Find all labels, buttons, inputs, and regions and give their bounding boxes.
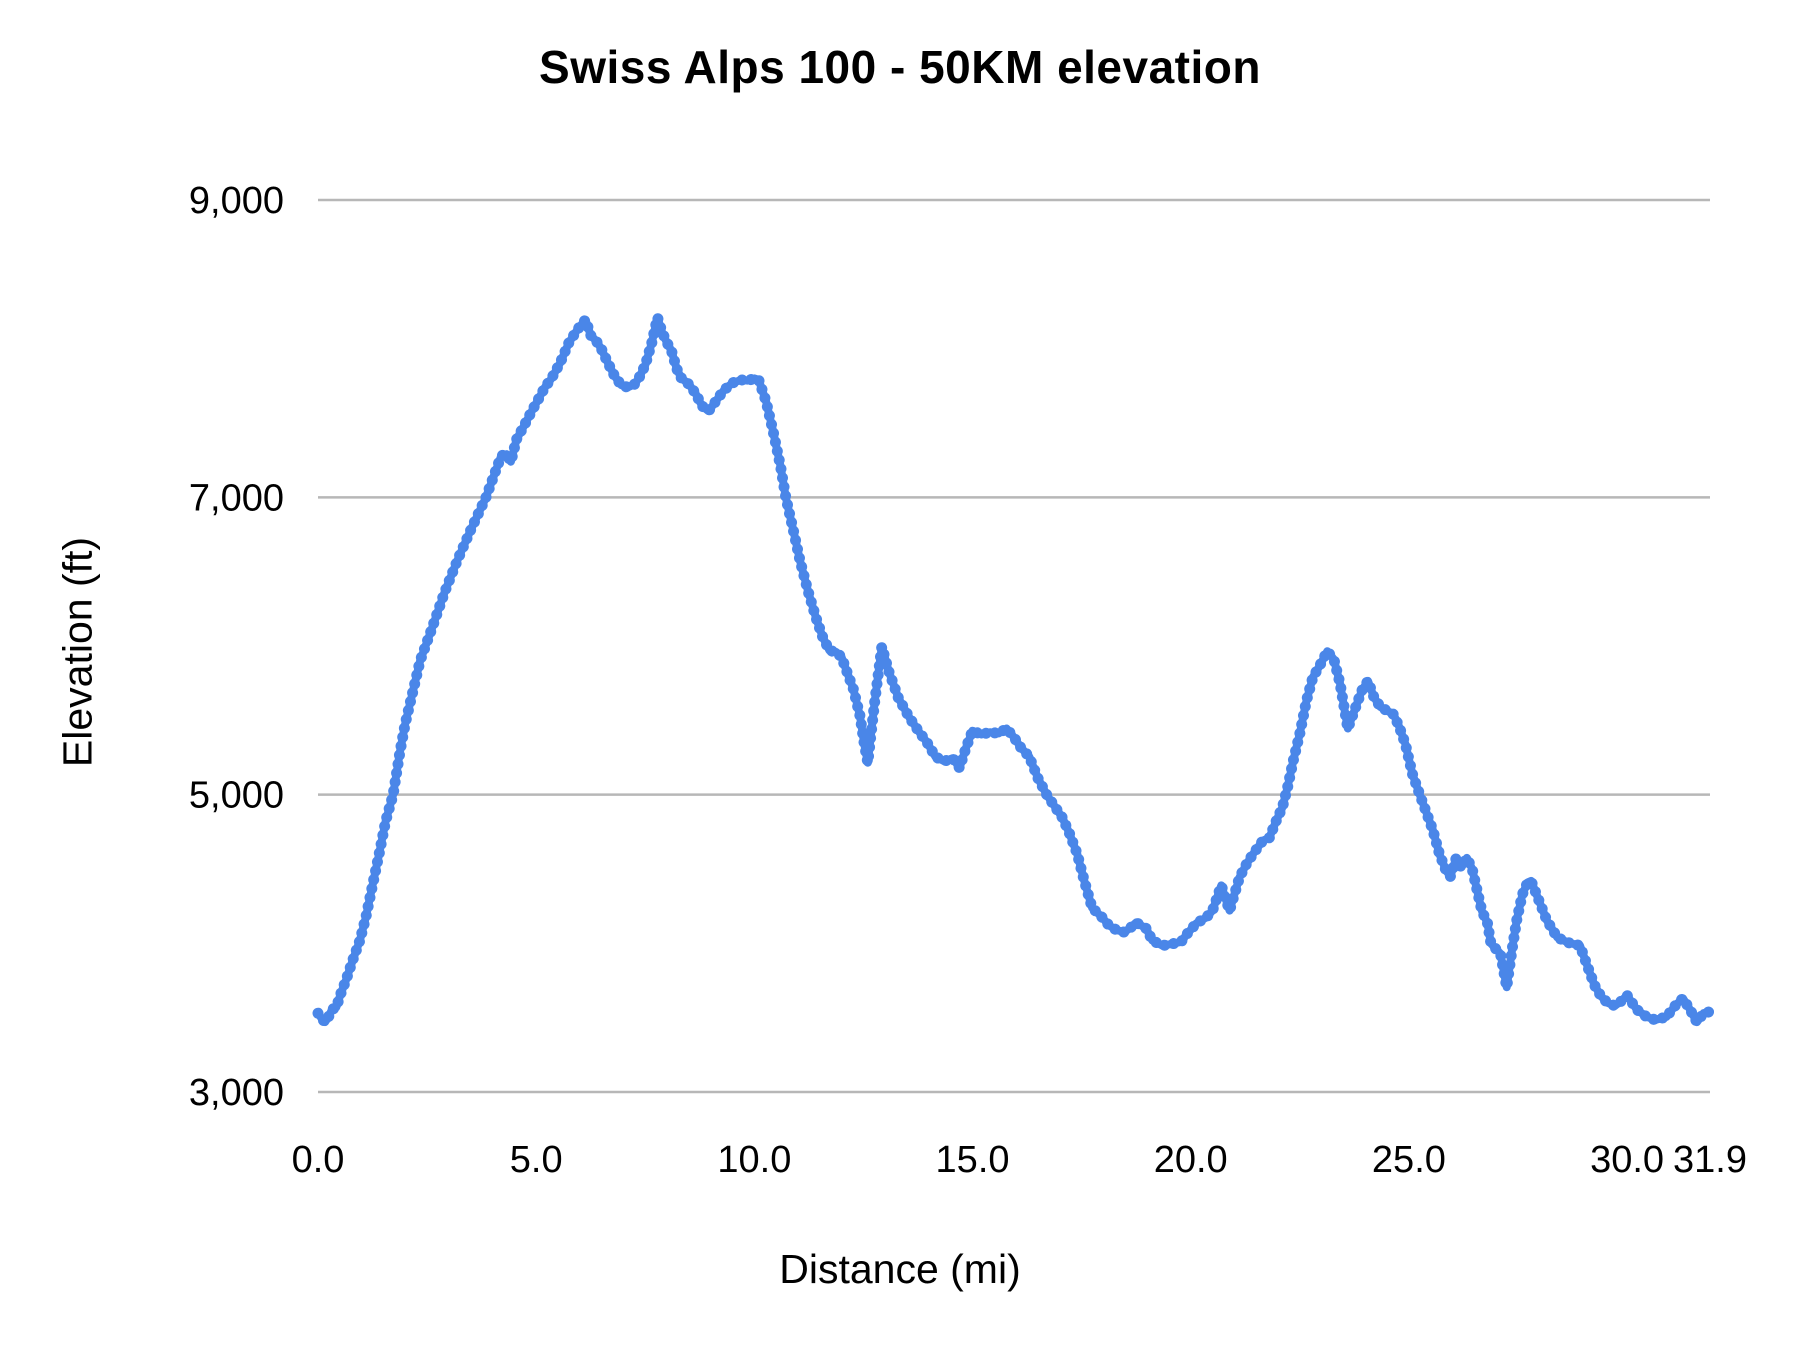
x-tick-5.0: 5.0 — [510, 1139, 563, 1181]
y-tick-3,000: 3,000 — [189, 1072, 284, 1114]
y-axis-title: Elevation (ft) — [54, 536, 101, 768]
y-tick-7,000: 7,000 — [189, 477, 284, 519]
y-tick-5,000: 5,000 — [189, 775, 284, 817]
elevation-line-dots — [312, 311, 1716, 1028]
y-axis-tick-labels: 3,000 5,000 7,000 9,000 — [189, 180, 284, 1114]
gridlines — [318, 198, 1710, 1094]
x-tick-25.0: 25.0 — [1372, 1139, 1446, 1181]
x-axis-tick-labels: 0.0 5.0 10.0 15.0 20.0 25.0 30.0 31.9 — [292, 1139, 1747, 1181]
y-tick-9,000: 9,000 — [189, 180, 284, 222]
x-tick-10.0: 10.0 — [717, 1139, 791, 1181]
x-tick-31.9: 31.9 — [1673, 1139, 1747, 1181]
x-tick-0.0: 0.0 — [292, 1139, 345, 1181]
x-tick-20.0: 20.0 — [1154, 1139, 1228, 1181]
x-tick-15.0: 15.0 — [936, 1139, 1010, 1181]
x-axis-title: Distance (mi) — [779, 1246, 1021, 1292]
elevation-series-line — [312, 311, 1716, 1028]
x-tick-30.0: 30.0 — [1590, 1139, 1664, 1181]
chart-title: Swiss Alps 100 - 50KM elevation — [539, 41, 1261, 93]
